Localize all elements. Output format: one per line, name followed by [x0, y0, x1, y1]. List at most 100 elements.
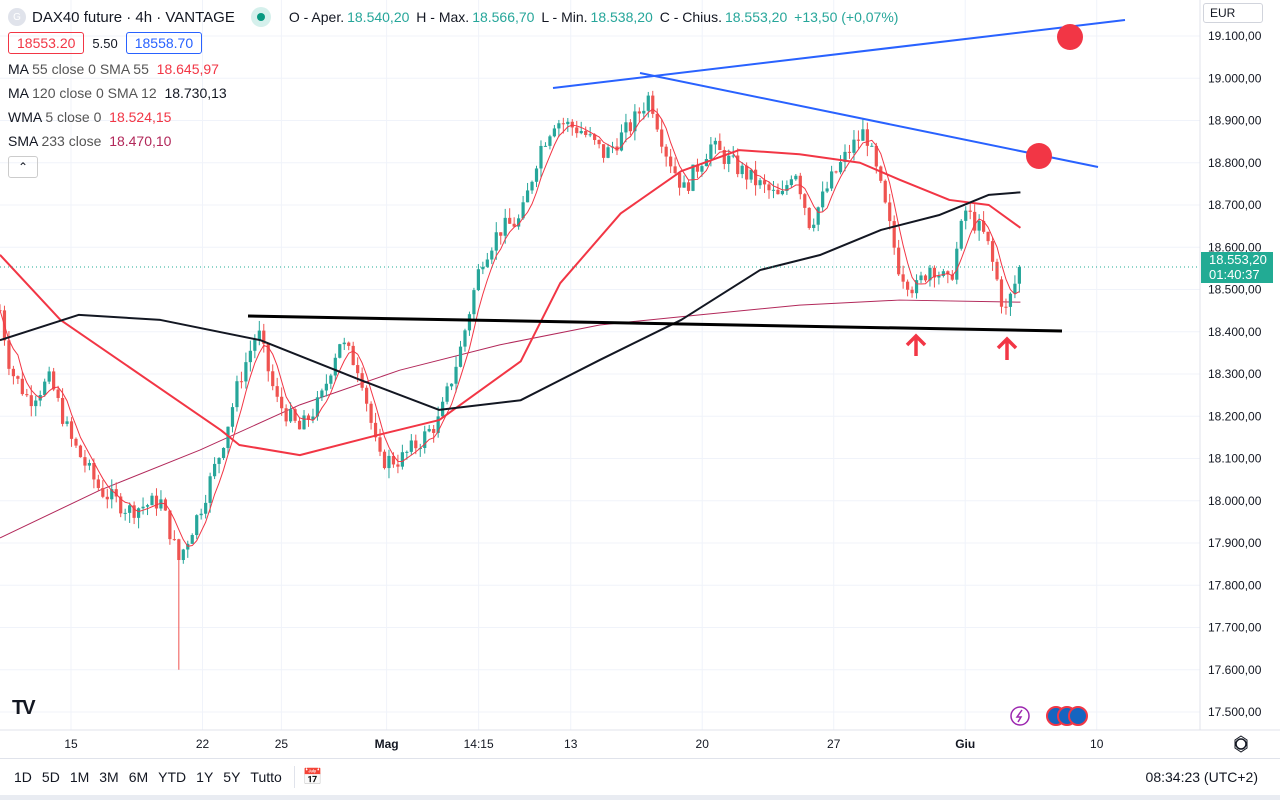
indicator-ma55[interactable]: MA 55 close 0 SMA 55 18.645,97	[8, 61, 901, 78]
candle-up	[333, 357, 337, 376]
candle-up	[329, 375, 333, 384]
candle-up	[244, 362, 248, 382]
range-5y[interactable]: 5Y	[223, 769, 241, 785]
range-all[interactable]: Tutto	[250, 769, 282, 785]
range-1m[interactable]: 1M	[69, 769, 90, 785]
range-6m[interactable]: 6M	[128, 769, 149, 785]
lightning-icon[interactable]	[1010, 706, 1030, 726]
candle-up	[136, 508, 141, 518]
candle-down	[695, 164, 700, 172]
candle-down	[499, 232, 503, 236]
range-1y[interactable]: 1Y	[196, 769, 214, 785]
settings-gear-icon[interactable]	[1234, 735, 1248, 753]
arrow-up-icon	[996, 336, 1018, 360]
candle-down	[132, 505, 136, 518]
symbol-title[interactable]: DAX40 future · 4h · VANTAGE	[32, 8, 235, 26]
candle-down	[865, 129, 869, 146]
candle-down	[910, 289, 914, 294]
candle-down	[92, 462, 96, 480]
eu-flag-icon[interactable]	[1068, 706, 1088, 726]
candle-down	[892, 221, 896, 248]
price-chart[interactable]: 17.500,00 17.600,00 17.700,00 17.800,00 17.9…	[0, 0, 1280, 758]
drawings[interactable]	[247, 19, 1126, 360]
candle-up	[619, 132, 624, 151]
candle-up	[289, 409, 293, 422]
candle-down	[284, 408, 288, 422]
candle-up	[449, 383, 454, 387]
candle-up	[633, 111, 637, 132]
candle-up	[525, 190, 530, 203]
candle-up	[159, 499, 163, 509]
candle-up	[221, 447, 226, 458]
indicator-ma120[interactable]: MA 120 close 0 SMA 12 18.730,13	[8, 85, 901, 102]
target-marker-lower[interactable]	[1026, 143, 1052, 169]
indicator-value: 18.730,13	[164, 85, 227, 101]
candle-down	[101, 487, 105, 497]
buy-button[interactable]: 18558.70	[125, 32, 203, 54]
candle-down	[0, 310, 2, 312]
range-1d[interactable]: 1D	[14, 769, 32, 785]
close-label: C - Chius.	[659, 9, 722, 25]
candle-up	[199, 513, 203, 516]
candle-down	[297, 420, 302, 430]
clock[interactable]: 08:34:23 (UTC+2)	[1145, 769, 1258, 785]
candle-up	[543, 145, 548, 147]
candle-up	[481, 266, 485, 270]
candle-down	[762, 180, 767, 185]
arrow-up-icon	[905, 333, 927, 356]
candle-up	[780, 190, 785, 195]
range-3m[interactable]: 3M	[99, 769, 119, 785]
candle-down	[508, 217, 512, 224]
close-value: 18.553,20	[724, 9, 788, 25]
candle-down	[722, 150, 726, 164]
grid	[0, 0, 1200, 730]
candle-down	[1004, 306, 1008, 308]
y-tick-label: 18.900,00	[1208, 114, 1262, 128]
candle-down	[745, 165, 749, 180]
range-ytd[interactable]: YTD	[158, 769, 187, 785]
candle-down	[266, 343, 270, 372]
candle-up	[409, 440, 413, 452]
indicator-wma5[interactable]: WMA 5 close 0 18.524,15	[8, 109, 901, 126]
candle-up	[123, 512, 127, 514]
candle-down	[60, 397, 65, 424]
candle-up	[789, 179, 793, 186]
candle-down	[615, 146, 619, 151]
bar-countdown: 01:40:37	[1209, 267, 1260, 282]
candle-up	[248, 350, 252, 363]
high-value: 18.566,70	[472, 9, 535, 25]
calendar-goto-icon[interactable]: 📅	[302, 769, 323, 786]
candle-up	[476, 269, 480, 291]
collapse-legend-button[interactable]: ⌃	[8, 156, 38, 178]
currency-select[interactable]: EUR	[1203, 3, 1263, 23]
candle-up	[467, 314, 472, 331]
candle-down	[391, 455, 396, 465]
support-line[interactable]	[247, 314, 1063, 333]
candle-up	[338, 344, 342, 358]
candle-down	[736, 155, 740, 175]
chart-legend: G DAX40 future · 4h · VANTAGE O - Aper. 1…	[8, 6, 901, 178]
y-tick-label: 17.900,00	[1208, 536, 1262, 550]
indicator-sma233[interactable]: SMA 233 close 18.470,10	[8, 133, 901, 150]
descending-trendline[interactable]	[639, 72, 1099, 168]
y-tick-label: 18.500,00	[1208, 283, 1262, 297]
sell-button[interactable]: 18553.20	[8, 32, 85, 54]
candle-down	[932, 267, 937, 278]
candle-up	[977, 220, 981, 231]
candle-down	[262, 330, 266, 344]
candle-down	[968, 210, 972, 212]
candle-down	[803, 194, 807, 208]
candle-down	[807, 207, 811, 229]
y-tick-label: 18.400,00	[1208, 325, 1262, 339]
candle-down	[52, 371, 56, 390]
range-5d[interactable]: 5D	[41, 769, 60, 785]
candle-down	[56, 389, 60, 398]
target-marker-upper[interactable]	[1057, 24, 1083, 50]
upper-trendline[interactable]	[552, 19, 1126, 89]
candle-down	[946, 271, 950, 275]
candle-down	[271, 371, 275, 387]
candle-down	[575, 127, 579, 134]
event-icons[interactable]	[1010, 706, 1088, 726]
candle-up	[955, 248, 959, 280]
candle-up	[320, 390, 324, 398]
